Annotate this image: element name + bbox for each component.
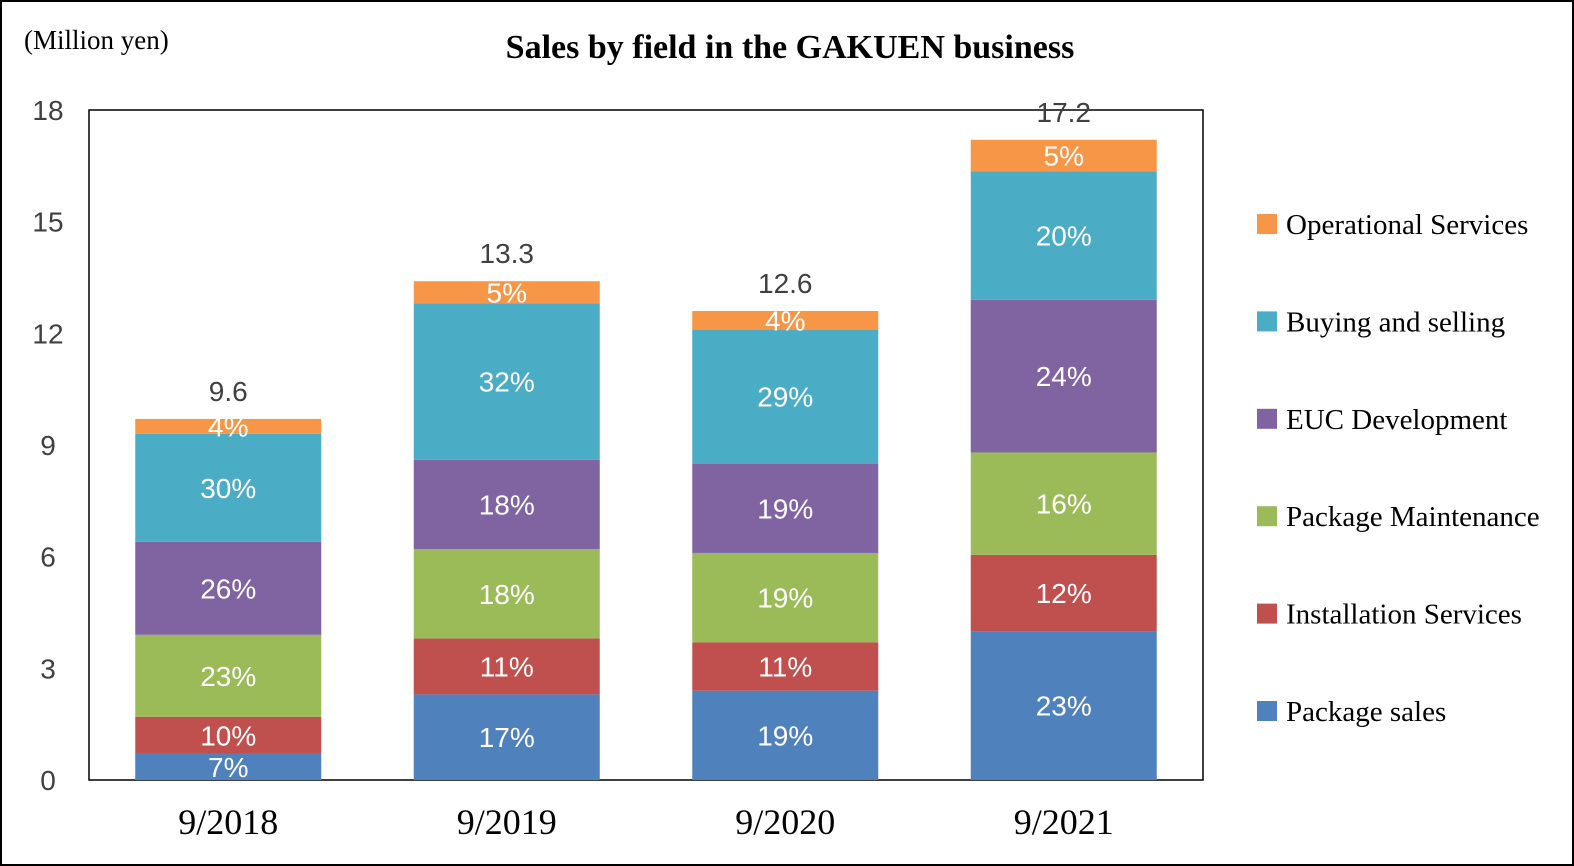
total-label: 13.3: [480, 238, 535, 269]
y-tick-label: 15: [32, 207, 63, 238]
y-tick-label: 6: [40, 542, 56, 573]
legend-swatch: [1257, 603, 1277, 624]
data-label: 23%: [1036, 691, 1092, 722]
bar-segment: [413, 694, 600, 780]
legend-label: Buying and selling: [1286, 306, 1505, 338]
bar-segment: [970, 452, 1157, 555]
bar-segment: [413, 638, 600, 695]
bar-segment: [135, 541, 322, 635]
bar-segment: [135, 433, 322, 542]
bar-segment: [970, 631, 1157, 780]
data-label: 4%: [765, 305, 805, 336]
x-axis: 9/2018 9/2019 9/2020 9/2021: [178, 802, 1114, 842]
legend-swatch: [1257, 701, 1277, 721]
bar-segment: [692, 463, 879, 553]
data-label: 10%: [200, 720, 256, 751]
data-label: 11%: [758, 651, 812, 682]
legend: Operational Services Buying and selling EU…: [1257, 209, 1540, 728]
bar-segment: [135, 716, 322, 754]
x-tick-label: 9/2021: [1014, 802, 1114, 842]
data-label: 5%: [1044, 141, 1084, 172]
y-tick-label: 18: [32, 95, 63, 126]
legend-label: Package Maintenance: [1286, 501, 1540, 533]
bar-segment: [692, 690, 879, 780]
data-label: 18%: [479, 490, 535, 521]
total-label: 9.6: [209, 376, 248, 407]
bar-segment: [970, 299, 1157, 453]
legend-swatch: [1257, 311, 1277, 332]
bars: 7%10% 23% 26% 30% 4% 9.6 17% 11% 18% 18% 32% 5% 13.3…: [135, 97, 1157, 783]
bar-segment: [970, 554, 1157, 632]
bar-segment: [970, 171, 1157, 300]
legend-label: Operational Services: [1286, 209, 1528, 241]
bar-segment: [692, 311, 879, 330]
data-label: 16%: [1036, 489, 1092, 520]
legend-swatch: [1257, 408, 1277, 429]
legend-swatch: [1257, 506, 1277, 527]
bar-segment: [692, 329, 879, 464]
bar-segment: [135, 753, 322, 780]
bar-segment: [413, 459, 600, 550]
data-label: 20%: [1036, 221, 1092, 252]
data-label: 11%: [480, 651, 534, 682]
data-label: 32%: [479, 367, 535, 398]
x-tick-label: 9/2020: [735, 802, 835, 842]
y-tick-label: 3: [40, 653, 56, 684]
data-label: 30%: [200, 473, 256, 504]
data-label: 26%: [200, 573, 256, 604]
data-label: 17%: [479, 722, 535, 753]
data-label: 5%: [487, 277, 527, 308]
data-label: 18%: [479, 579, 535, 610]
bar-segment: [692, 642, 879, 691]
bar-segment: [135, 418, 322, 434]
total-label: 17.2: [1037, 97, 1092, 128]
data-label: 7%: [208, 752, 248, 783]
data-label: 24%: [1036, 361, 1092, 392]
data-label: 19%: [757, 720, 813, 751]
bar-segment: [413, 549, 600, 639]
bar-segment: [692, 552, 879, 643]
data-label: 19%: [757, 583, 813, 614]
y-tick-label: 9: [40, 430, 56, 461]
chart-title: Sales by field in the GAKUEN business: [506, 29, 1075, 66]
legend-label: EUC Development: [1286, 404, 1507, 436]
bar-segment: [135, 634, 322, 717]
bar-segment: [413, 303, 600, 460]
legend-label: Installation Services: [1286, 599, 1522, 631]
data-label: 29%: [757, 382, 813, 413]
legend-label: Package sales: [1286, 696, 1446, 728]
unit-label: (Million yen): [24, 25, 169, 55]
y-axis: 0 3 6 9 12 15 18: [32, 95, 63, 796]
total-label: 12.6: [758, 268, 813, 299]
legend-swatch: [1257, 214, 1277, 234]
data-label: 12%: [1036, 578, 1092, 609]
data-label: 4%: [208, 411, 248, 442]
x-tick-label: 9/2018: [178, 802, 278, 842]
data-label: 19%: [757, 493, 813, 524]
bar-segment: [970, 139, 1157, 172]
y-tick-label: 12: [32, 318, 63, 349]
y-tick-label: 0: [40, 765, 56, 796]
bar-segment: [413, 281, 600, 304]
x-tick-label: 9/2019: [457, 802, 557, 842]
data-label: 23%: [200, 661, 256, 692]
